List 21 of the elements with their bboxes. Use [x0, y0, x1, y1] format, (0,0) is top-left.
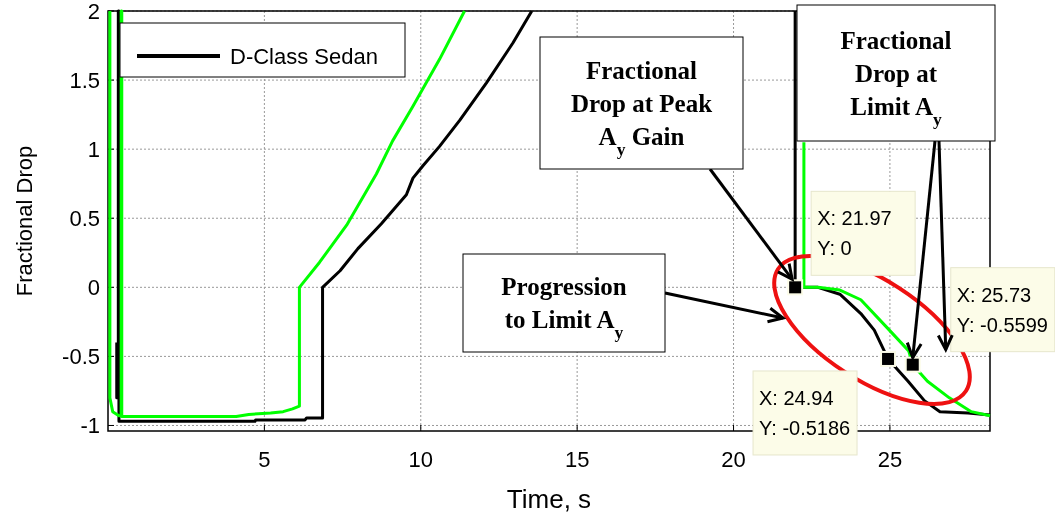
x-tick-label: 10 [408, 447, 434, 472]
annotation: Progression to Limit A$_{y}$ [501, 273, 627, 342]
y-tick-label: 1 [87, 137, 100, 163]
annotation: X: 21.97 Y: 0 [817, 207, 892, 260]
y-tick-label: 0 [87, 275, 100, 301]
x-tick-label: 25 [877, 447, 903, 472]
x-tick-label: 15 [564, 447, 590, 472]
y-axis-title: Fractional Drop [12, 145, 37, 297]
y-tick-label: 0.5 [69, 206, 100, 232]
annotation: X: 24.94 Y: -0.5186 [759, 386, 851, 439]
annotation: X: 25.73 Y: -0.5599 [956, 283, 1048, 336]
legend-label: D-Class Sedan [230, 44, 378, 69]
x-axis-title: Time, s [506, 484, 592, 514]
y-tick-label: -0.5 [62, 344, 100, 370]
annotation: Fractional Drop at Peak A$_{y}$ Gain [570, 57, 713, 159]
x-tick-label: 5 [258, 447, 271, 472]
y-tick-label: 2 [87, 0, 100, 24]
y-tick-label: -1 [80, 413, 100, 439]
y-tick-label: 1.5 [69, 68, 100, 94]
x-tick-label: 20 [721, 447, 746, 472]
annotation: Fractional Drop at Limit A$_{y}$ [840, 27, 952, 129]
